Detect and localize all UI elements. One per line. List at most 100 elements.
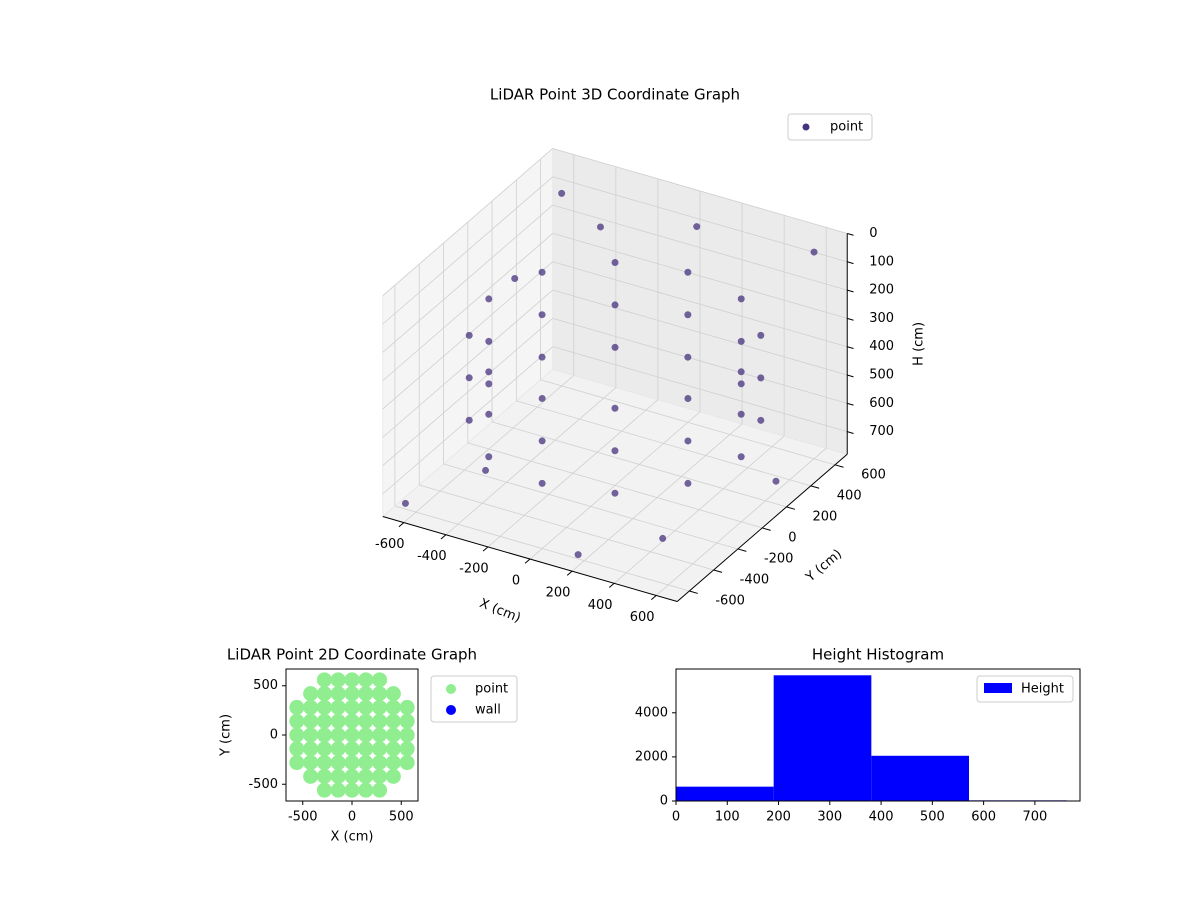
y-axis-line bbox=[676, 453, 848, 602]
point bbox=[385, 686, 401, 702]
x-tick-label: -600 bbox=[375, 537, 405, 552]
point bbox=[737, 295, 745, 303]
point bbox=[372, 727, 388, 743]
grid-line bbox=[394, 505, 690, 592]
point bbox=[344, 713, 360, 729]
point bbox=[574, 551, 582, 559]
point bbox=[737, 368, 745, 376]
point bbox=[303, 699, 319, 715]
point bbox=[372, 768, 388, 784]
point bbox=[385, 699, 401, 715]
x-tick-label: -400 bbox=[417, 549, 447, 564]
z-tick-label: 400 bbox=[869, 339, 894, 354]
x-tick-label: -200 bbox=[459, 561, 489, 576]
point bbox=[757, 331, 765, 339]
point bbox=[538, 479, 546, 487]
point bbox=[737, 453, 745, 461]
grid-line bbox=[552, 317, 848, 404]
y-tick-label: 0 bbox=[270, 728, 278, 743]
grid-line bbox=[382, 148, 554, 296]
point bbox=[485, 453, 493, 461]
point bbox=[316, 782, 332, 798]
y-tick-label: 0 bbox=[788, 530, 796, 545]
point bbox=[330, 686, 346, 702]
grid-line bbox=[516, 400, 811, 487]
point bbox=[289, 713, 305, 729]
tick-mark bbox=[713, 569, 723, 573]
point bbox=[465, 374, 473, 382]
tick-mark bbox=[786, 506, 796, 510]
grid-line bbox=[382, 176, 554, 325]
legend-box bbox=[976, 675, 1074, 703]
point bbox=[330, 672, 346, 688]
point bbox=[611, 447, 619, 455]
point bbox=[399, 755, 415, 771]
point bbox=[358, 782, 374, 798]
point bbox=[485, 410, 493, 418]
y-axis-label: Y (cm) bbox=[219, 714, 234, 757]
point bbox=[289, 755, 305, 771]
point bbox=[538, 353, 546, 361]
point bbox=[684, 311, 692, 319]
tick-mark bbox=[847, 346, 854, 350]
y-tick-label: -200 bbox=[764, 551, 794, 566]
bar bbox=[773, 675, 872, 801]
point bbox=[316, 727, 332, 743]
x-tick-label: 500 bbox=[920, 810, 945, 825]
grid-line bbox=[443, 463, 739, 550]
grid-line bbox=[382, 204, 554, 353]
grid-line bbox=[552, 233, 848, 319]
point bbox=[316, 672, 332, 688]
chart-title: Height Histogram bbox=[812, 646, 944, 664]
z-tick-label: 200 bbox=[869, 283, 894, 298]
bar bbox=[676, 786, 774, 801]
x-tick-label: 700 bbox=[1022, 810, 1047, 825]
x-tick-label: 0 bbox=[672, 810, 680, 825]
point bbox=[303, 741, 319, 757]
point bbox=[372, 741, 388, 757]
point bbox=[611, 489, 619, 497]
point bbox=[684, 479, 692, 487]
tick-mark bbox=[834, 464, 844, 468]
bar bbox=[871, 755, 970, 801]
point bbox=[303, 686, 319, 702]
z-tick-label: 0 bbox=[869, 226, 877, 241]
tick-mark bbox=[847, 374, 854, 378]
tick-mark bbox=[608, 582, 615, 588]
x-tick-label: 200 bbox=[546, 586, 571, 601]
point bbox=[358, 755, 374, 771]
point bbox=[385, 755, 401, 771]
point bbox=[303, 768, 319, 784]
point bbox=[810, 248, 818, 256]
point bbox=[344, 672, 360, 688]
legend-marker bbox=[446, 684, 456, 694]
tick-mark bbox=[847, 289, 854, 293]
point bbox=[482, 466, 490, 474]
point bbox=[538, 394, 546, 402]
grid-line bbox=[552, 346, 848, 433]
tick-mark bbox=[440, 534, 447, 540]
point bbox=[485, 337, 493, 345]
y-tick-label: 0 bbox=[660, 794, 668, 809]
point bbox=[611, 343, 619, 351]
point bbox=[330, 741, 346, 757]
x-tick-label: 0 bbox=[512, 574, 520, 589]
x-tick-label: 600 bbox=[971, 810, 996, 825]
tick-mark bbox=[524, 558, 531, 564]
point bbox=[372, 755, 388, 771]
point bbox=[558, 189, 566, 197]
point bbox=[316, 699, 332, 715]
grid-line bbox=[491, 421, 787, 508]
point bbox=[596, 223, 604, 231]
point bbox=[358, 672, 374, 688]
point bbox=[399, 727, 415, 743]
tick-mark bbox=[689, 590, 698, 594]
legend-label: wall bbox=[475, 703, 501, 718]
point bbox=[372, 672, 388, 688]
x-tick-label: 400 bbox=[588, 598, 613, 613]
point bbox=[757, 416, 765, 424]
y-tick-label: 200 bbox=[813, 509, 838, 524]
x-tick-label: 600 bbox=[630, 610, 655, 625]
y-tick-label: 4000 bbox=[635, 705, 668, 720]
chart-title: LiDAR Point 3D Coordinate Graph bbox=[490, 86, 740, 104]
